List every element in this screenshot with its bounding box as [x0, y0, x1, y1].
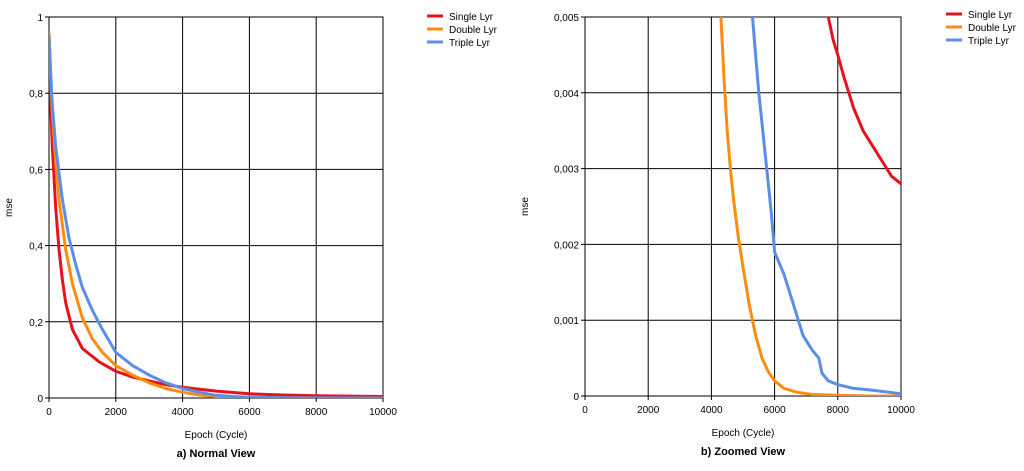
y-tick-label: 0,003 — [554, 165, 579, 176]
y-tick-label: 0,2 — [29, 318, 43, 329]
y-tick-label: 0,8 — [29, 89, 43, 100]
legend-entry: Single Lyr — [449, 12, 494, 23]
x-tick-label: 2000 — [637, 405, 660, 416]
legend: Single Lyr Double Lyr Triple Lyr — [946, 10, 1017, 47]
plot-frame — [48, 16, 384, 399]
plot-frame — [584, 16, 902, 397]
y-tick-label: 0,001 — [554, 316, 579, 327]
legend-entry: Triple Lyr — [449, 38, 491, 49]
x-tick-label: 6000 — [238, 407, 261, 418]
y-tick-label: 0 — [37, 394, 43, 405]
series-line-double-lyr — [719, 17, 901, 396]
chart-caption: b) Zoomed View — [701, 446, 786, 458]
x-tick-label: 10000 — [887, 405, 915, 416]
chart-zoomed-view: 0 2000 4000 6000 8000 10000 0 0,001 0,002 0,003 0,… — [520, 10, 1017, 458]
y-tick-label: 0,4 — [29, 242, 43, 253]
x-tick-label: 4000 — [700, 405, 723, 416]
series-line-triple-lyr — [751, 17, 901, 396]
x-tick-label: 8000 — [827, 405, 850, 416]
x-tick-label: 8000 — [305, 407, 328, 418]
y-tick-label: 0 — [573, 392, 579, 403]
x-axis-label: Epoch (Cycle) — [185, 430, 248, 441]
x-tick-label: 2000 — [105, 407, 128, 418]
legend-entry: Triple Lyr — [968, 36, 1010, 47]
y-tick-label: 0,005 — [554, 13, 579, 24]
series-line-triple-lyr — [49, 34, 383, 398]
y-axis-label: mse — [520, 197, 531, 216]
x-tick-label: 0 — [582, 405, 588, 416]
x-tick-label: 0 — [46, 407, 52, 418]
legend: Single Lyr Double Lyr Triple Lyr — [427, 12, 498, 49]
chart-normal-view: 0 2000 4000 6000 8000 10000 0 0,2 0,4 0,6 0,8 1 Epoc… — [4, 12, 498, 460]
series-line-single-lyr — [826, 17, 901, 186]
y-tick-label: 0,004 — [554, 89, 579, 100]
series-line-double-lyr — [49, 30, 383, 398]
legend-entry: Single Lyr — [968, 10, 1013, 21]
legend-entry: Double Lyr — [968, 23, 1017, 34]
y-tick-label: 0,002 — [554, 240, 579, 251]
x-tick-label: 10000 — [369, 407, 397, 418]
series-line-single-lyr — [49, 34, 383, 398]
y-tick-label: 0,6 — [29, 165, 43, 176]
x-axis-label: Epoch (Cycle) — [712, 428, 775, 439]
y-axis-label: mse — [4, 198, 15, 217]
x-tick-label: 4000 — [171, 407, 194, 418]
legend-entry: Double Lyr — [449, 25, 498, 36]
x-tick-label: 6000 — [763, 405, 786, 416]
chart-caption: a) Normal View — [177, 448, 256, 460]
y-tick-label: 1 — [37, 13, 43, 24]
